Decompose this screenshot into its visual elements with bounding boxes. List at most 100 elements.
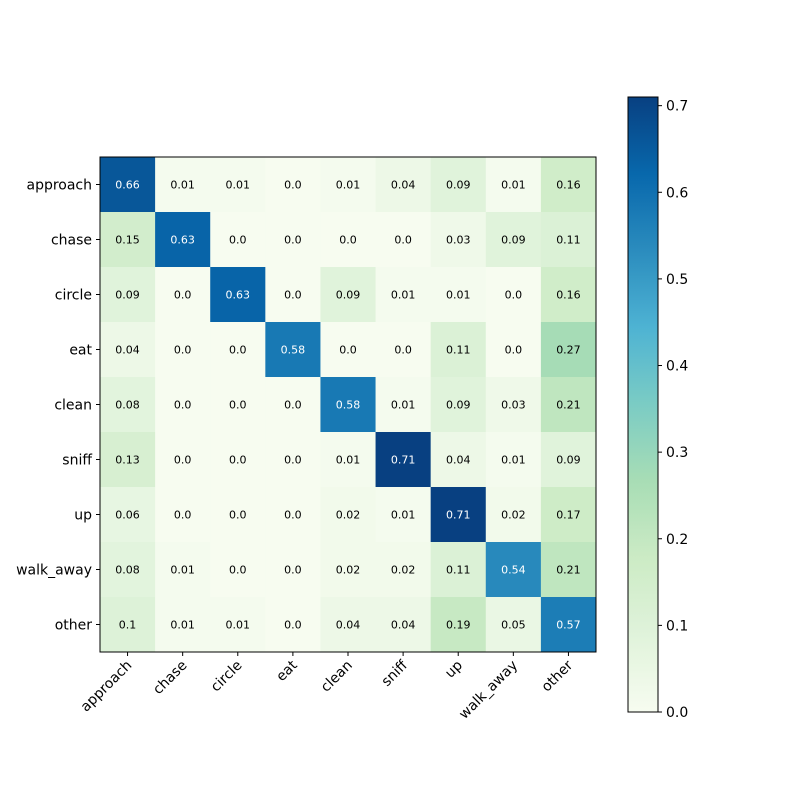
heatmap-cell [375,322,432,378]
heatmap-cell [155,542,211,598]
cell-value-label: 0.0 [174,289,192,302]
colorbar-ticks: 0.0 0.1 0.2 0.3 0.4 0.5 0.6 0.7 [658,99,688,721]
heatmap-cell [100,487,156,543]
cell-value-label: 0.0 [284,564,302,577]
colorbar-tick-label: 0.3 [666,445,688,461]
cell-value-label: 0.58 [336,399,361,412]
cell-value-label: 0.02 [501,509,526,522]
cell-value-label: 0.09 [446,179,471,192]
heatmap-cell [485,432,542,488]
cell-value-label: 0.71 [446,509,471,522]
heatmap-cell [430,157,487,213]
heatmap-cell [375,157,432,213]
cell-value-label: 0.01 [170,619,195,632]
heatmap-cell [430,267,487,323]
heatmap-cell [485,157,542,213]
heatmap-cell [320,432,377,488]
heatmap-cell [540,322,597,378]
heatmap-cell [155,267,211,323]
cell-value-label: 0.19 [446,619,471,632]
cell-value-label: 0.01 [336,179,361,192]
heatmap-cell [375,597,432,653]
cell-value-label: 0.63 [170,234,195,247]
cell-value-label: 0.0 [339,344,357,357]
heatmap-cell [320,267,377,323]
cell-value-label: 0.27 [556,344,581,357]
heatmap-cells: 0.66 0.01 0.01 0.0 0.01 0.04 0.09 0.01 0.16 0.15 0… [100,157,597,653]
colorbar-tick-label: 0.5 [666,272,688,288]
heatmap-cell [430,322,487,378]
colorbar-tick-label: 0.1 [666,618,688,634]
colorbar-tick-label: 0.6 [666,185,688,201]
cell-value-label: 0.1 [119,619,137,632]
heatmap-cell [265,597,321,653]
cell-value-label: 0.02 [391,564,416,577]
heatmap-cell [320,212,377,268]
x-tick-label: circle [208,658,246,696]
cell-value-label: 0.04 [115,344,140,357]
cell-value-label: 0.01 [391,289,416,302]
heatmap-cell [155,597,211,653]
cell-value-label: 0.01 [336,454,361,467]
heatmap-cell [540,157,597,213]
cell-value-label: 0.21 [556,399,581,412]
cell-value-label: 0.0 [229,509,247,522]
y-tick-label: chase [51,233,92,249]
cell-value-label: 0.16 [556,289,581,302]
cell-value-label: 0.0 [229,344,247,357]
cell-value-label: 0.05 [501,619,526,632]
heatmap-cell [265,377,321,433]
heatmap-cell [320,542,377,598]
x-tick-label: sniff [379,657,412,690]
heatmap-cell [375,542,432,598]
x-tick-label: up [442,657,466,681]
cell-value-label: 0.15 [115,234,140,247]
cell-value-label: 0.0 [284,454,302,467]
cell-value-label: 0.11 [556,234,581,247]
cell-value-label: 0.01 [446,289,471,302]
heatmap-cell [485,267,542,323]
heatmap-cell [100,322,156,378]
cell-value-label: 0.0 [174,344,192,357]
x-tick-label: chase [150,658,190,698]
cell-value-label: 0.06 [115,509,140,522]
heatmap-cell [430,597,487,653]
heatmap-cell [155,487,211,543]
colorbar-tick-label: 0.2 [666,532,688,548]
cell-value-label: 0.0 [394,234,412,247]
cell-value-label: 0.09 [336,289,361,302]
heatmap-cell [320,377,377,433]
heatmap-cell [100,432,156,488]
cell-value-label: 0.0 [229,399,247,412]
colorbar-tick-label: 0.7 [666,99,688,115]
heatmap-cell [485,212,542,268]
heatmap-cell [265,542,321,598]
heatmap-cell [430,542,487,598]
cell-value-label: 0.16 [556,179,581,192]
heatmap-cell [210,157,266,213]
cell-value-label: 0.08 [115,399,140,412]
y-tick-label: circle [55,288,92,304]
heatmap-cell [320,597,377,653]
colorbar-tick-label: 0.0 [666,705,688,721]
cell-value-label: 0.0 [284,289,302,302]
cell-value-label: 0.0 [284,509,302,522]
cell-value-label: 0.03 [501,399,526,412]
heatmap-cell [265,212,321,268]
y-tick-label: other [55,618,93,634]
heatmap-cell [375,377,432,433]
cell-value-label: 0.01 [501,454,526,467]
cell-value-label: 0.01 [226,179,251,192]
cell-value-label: 0.09 [556,454,581,467]
heatmap-cell [100,212,156,268]
heatmap-cell [155,157,211,213]
heatmap-cell [430,432,487,488]
x-tick-label: clean [318,658,356,696]
cell-value-label: 0.0 [505,344,523,357]
heatmap-cell [540,267,597,323]
heatmap-cell [210,267,266,323]
cell-value-label: 0.04 [336,619,361,632]
heatmap-cell [265,267,321,323]
heatmap-cell [540,487,597,543]
cell-value-label: 0.09 [446,399,471,412]
